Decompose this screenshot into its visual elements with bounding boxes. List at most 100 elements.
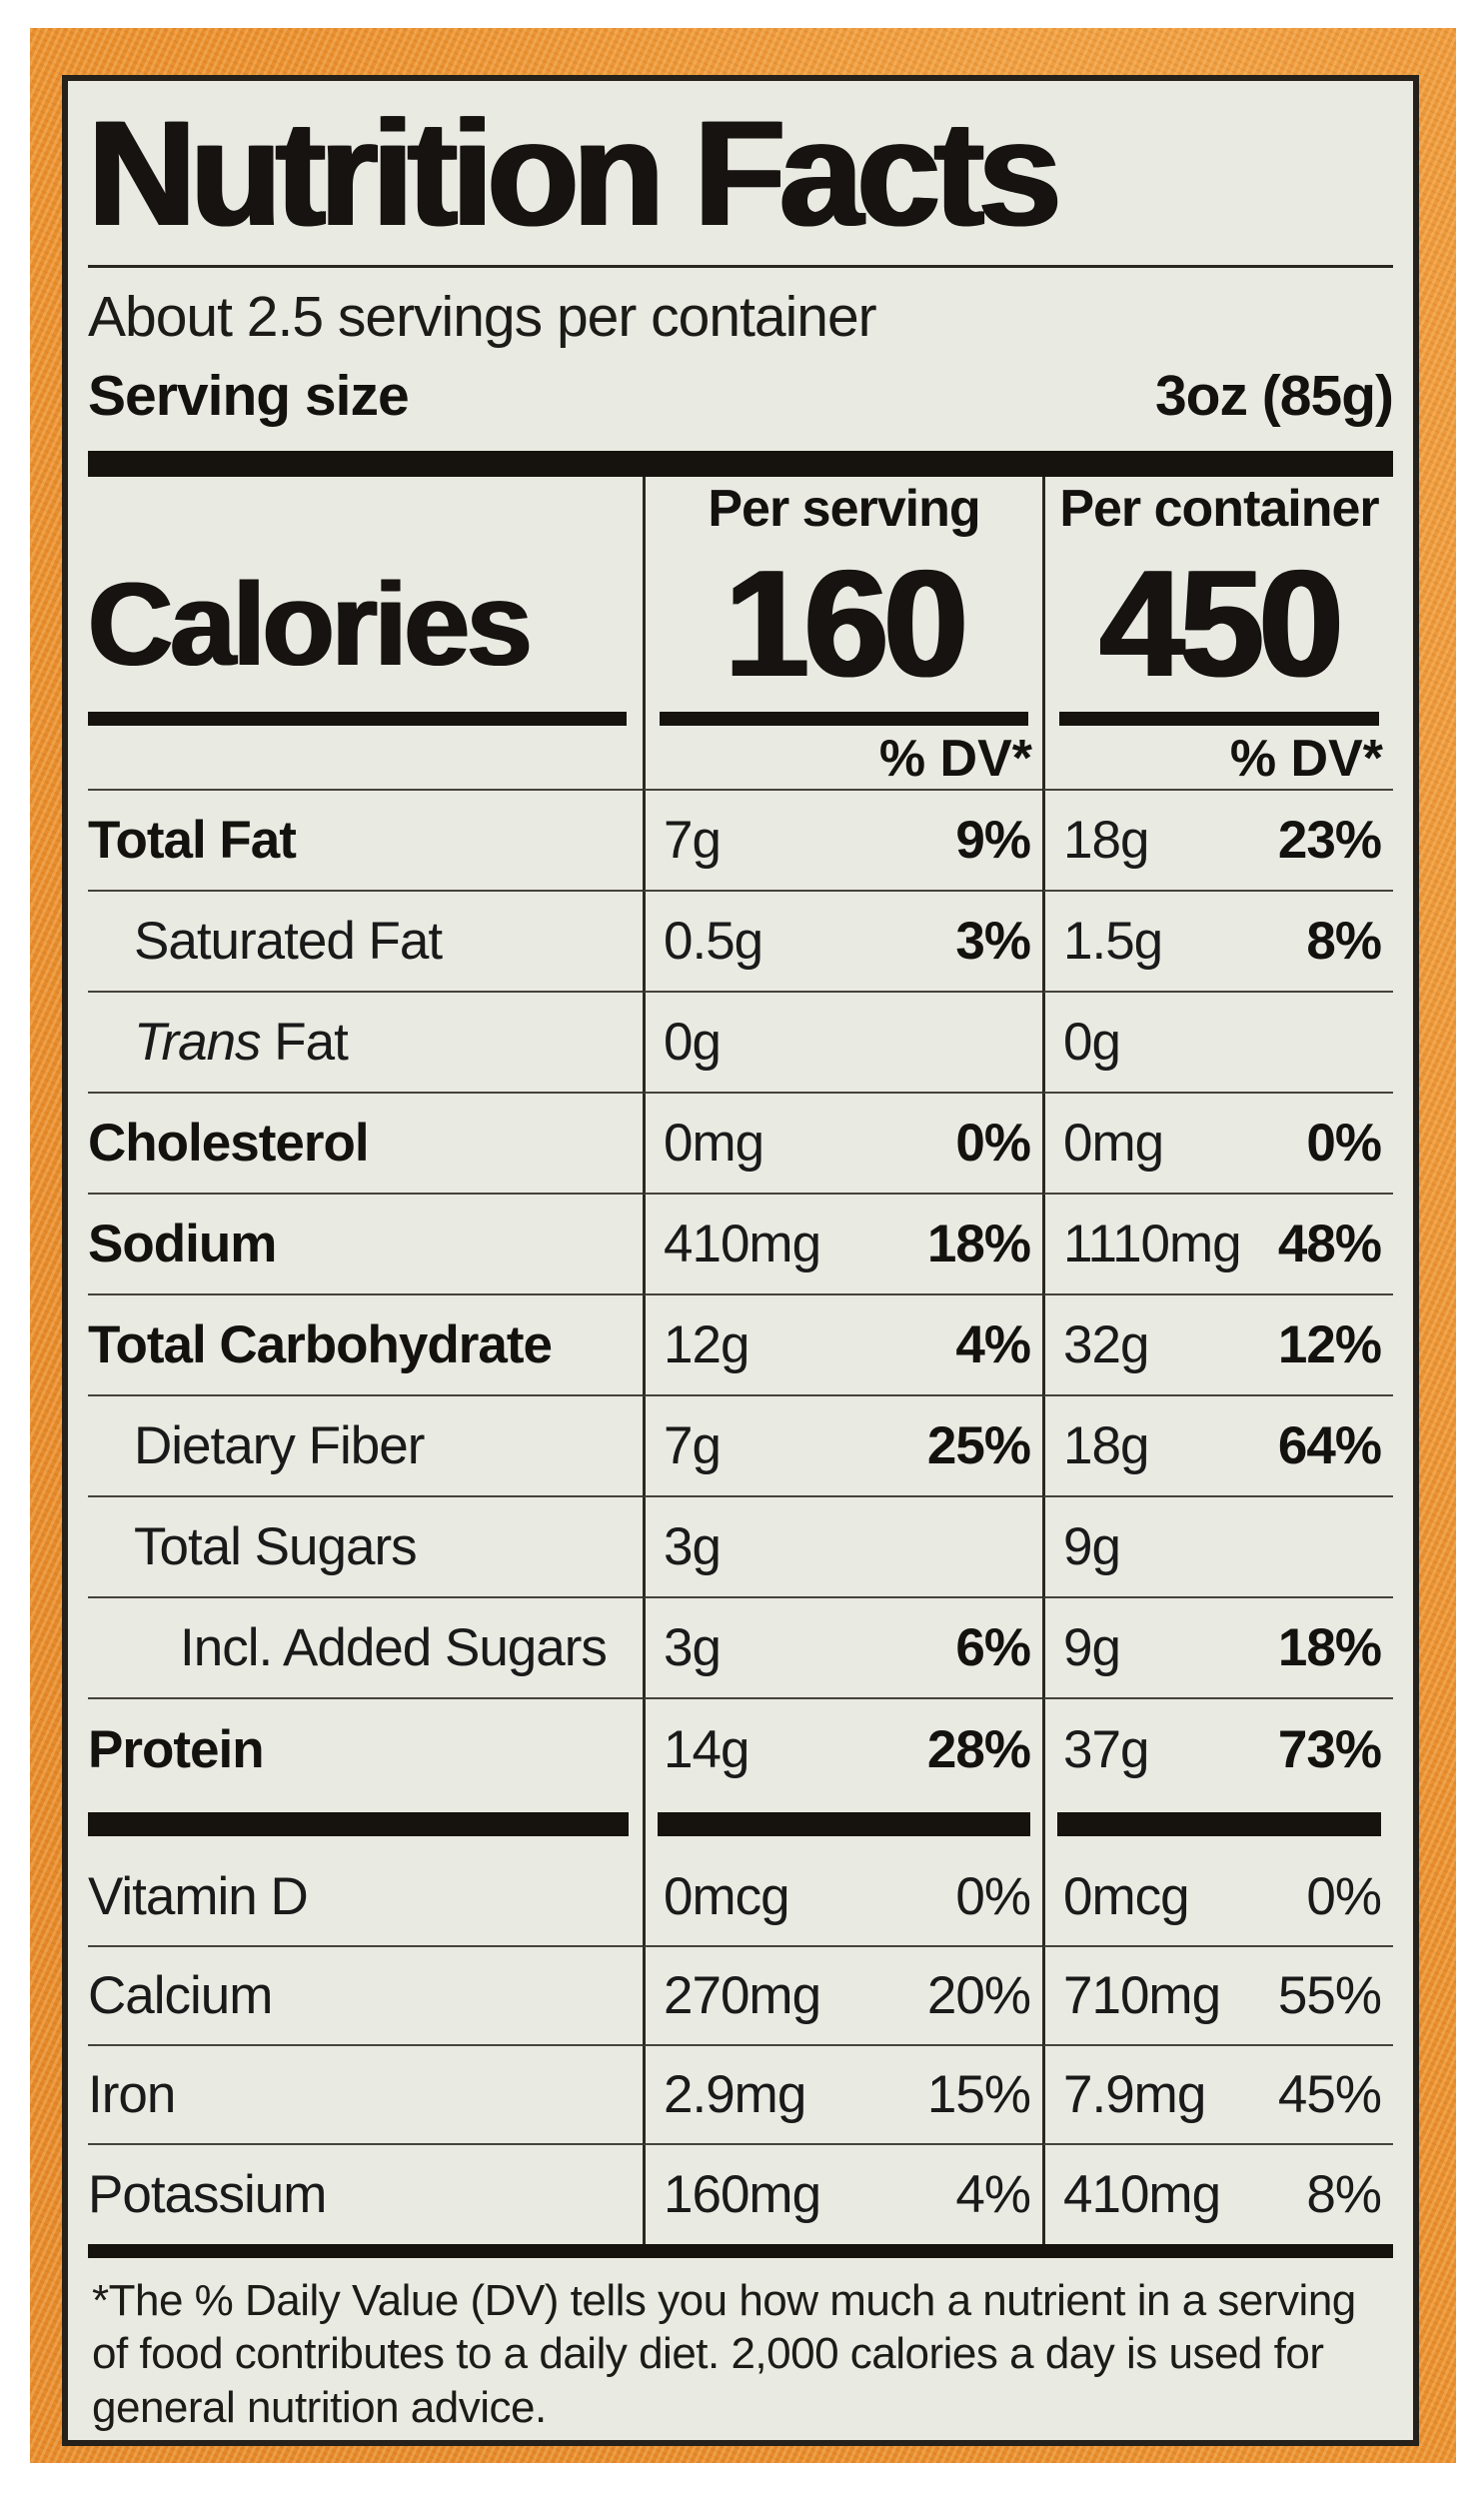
nutrient-name: Incl. Added Sugars	[88, 1598, 643, 1699]
daily-value: 18%	[1277, 1617, 1382, 1677]
trans-italic: Trans	[134, 1012, 262, 1072]
serving-values: 7g 9%	[643, 790, 1042, 892]
serving-size-label: Serving size	[88, 364, 410, 429]
daily-value: 6%	[955, 1617, 1031, 1677]
daily-value: 48%	[1277, 1214, 1382, 1273]
amount: 0mcg	[664, 1866, 790, 1926]
section-divider-bar	[88, 450, 1393, 477]
nutrient-name: Cholesterol	[88, 1094, 643, 1195]
container-values: 410mg 8%	[1042, 2144, 1393, 2244]
amount: 12g	[664, 1314, 749, 1374]
daily-value: 0%	[1306, 1866, 1382, 1926]
amount: 270mg	[664, 1965, 821, 2025]
row-calcium: Calcium 270mg 20% 710mg 55%	[88, 1946, 1393, 2046]
daily-value: 8%	[1306, 911, 1382, 971]
amount: 410mg	[1063, 2164, 1221, 2224]
calories-rule-cell	[1042, 708, 1393, 729]
daily-value: 0%	[955, 1866, 1031, 1926]
spacer-cell	[88, 477, 643, 541]
calories-rule	[88, 711, 627, 726]
daily-value: 9%	[955, 810, 1031, 870]
column-headers-row: Per serving Per container	[88, 476, 1393, 541]
dv-header-row: % DV* % DV*	[88, 728, 1393, 791]
daily-value: 20%	[926, 1965, 1031, 2025]
amount: 7g	[664, 1415, 722, 1475]
amount: 2.9mg	[664, 2064, 806, 2124]
trans-rest: Fat	[274, 1012, 349, 1072]
serving-values: 0mcg 0%	[643, 1847, 1042, 1947]
divider-bar-cell	[1042, 1799, 1393, 1848]
row-cholesterol: Cholesterol 0mg 0% 0mg 0%	[88, 1093, 1393, 1195]
nutrient-name: Trans Fat	[88, 993, 643, 1094]
row-potassium: Potassium 160mg 4% 410mg 8%	[88, 2144, 1393, 2244]
row-total-sugars: Total Sugars 3g 9g	[88, 1496, 1393, 1598]
amount: 710mg	[1063, 1965, 1221, 2025]
container-values: 1.5g 8%	[1042, 891, 1393, 993]
row-vitamin-d: Vitamin D 0mcg 0% 0mcg 0%	[88, 1847, 1393, 1947]
amount: 18g	[1063, 1415, 1149, 1475]
amount: 1110mg	[1063, 1214, 1242, 1273]
amount: 1.5g	[1063, 911, 1163, 971]
serving-size-value: 3oz (85g)	[1154, 364, 1394, 429]
title-divider	[88, 265, 1393, 268]
daily-value: 15%	[926, 2064, 1031, 2124]
daily-value: 23%	[1277, 810, 1382, 870]
nutrient-name: Vitamin D	[88, 1848, 643, 1947]
amount: 7g	[664, 810, 722, 870]
container-values: 7.9mg 45%	[1042, 2045, 1393, 2145]
calories-label: Calories	[88, 558, 533, 691]
daily-value: 4%	[955, 2164, 1031, 2224]
amount: 3g	[664, 1516, 722, 1576]
divider-bar-cell	[643, 1799, 1042, 1848]
row-trans-fat: Trans Fat 0g 0g	[88, 992, 1393, 1094]
container-values: 18g 64%	[1042, 1395, 1393, 1497]
divider-bar	[658, 1811, 1030, 1836]
serving-values: 410mg 18%	[643, 1194, 1042, 1295]
amount: 160mg	[664, 2164, 821, 2224]
spacer-cell	[88, 729, 643, 791]
daily-value: 8%	[1306, 2164, 1382, 2224]
daily-value: 64%	[1277, 1415, 1382, 1475]
dv-footnote: *The % Daily Value (DV) tells you how mu…	[92, 2275, 1356, 2432]
calories-underline-row	[88, 708, 1393, 729]
daily-value: 12%	[1277, 1314, 1382, 1374]
container-values: 710mg 55%	[1042, 1946, 1393, 2046]
amount: 0.5g	[664, 911, 763, 971]
label-title: Nutrition Facts	[88, 89, 1061, 257]
amount: 37g	[1063, 1719, 1149, 1779]
amount: 7.9mg	[1063, 2064, 1206, 2124]
daily-value: 4%	[955, 1314, 1031, 1374]
row-total-fat: Total Fat 7g 9% 18g 23%	[88, 790, 1393, 892]
serving-values: 270mg 20%	[643, 1946, 1042, 2046]
amount: 3g	[664, 1617, 722, 1677]
daily-value: 25%	[926, 1415, 1031, 1475]
nutrient-name: Protein	[88, 1719, 265, 1779]
row-protein: Protein 14g 28% 37g 73%	[88, 1698, 1393, 1800]
dv-header-container: % DV*	[1042, 728, 1393, 791]
divider-bar	[88, 1811, 629, 1836]
daily-value: 18%	[926, 1214, 1031, 1273]
amount: 32g	[1063, 1314, 1149, 1374]
servings-per-container: About 2.5 servings per container	[88, 285, 877, 349]
nutrient-name: Saturated Fat	[88, 892, 643, 993]
amount: 0mg	[1063, 1113, 1164, 1173]
serving-values: 2.9mg 15%	[643, 2045, 1042, 2145]
serving-values: 0.5g 3%	[643, 891, 1042, 993]
per-container-header: Per container	[1042, 476, 1393, 541]
daily-value: 73%	[1277, 1719, 1382, 1779]
amount: 14g	[664, 1719, 749, 1779]
daily-value: 45%	[1277, 2064, 1382, 2124]
nutrient-name: Sodium	[88, 1195, 643, 1295]
container-values: 0g	[1042, 992, 1393, 1094]
divider-bar-cell	[88, 1800, 643, 1848]
serving-values: 0mg 0%	[643, 1093, 1042, 1195]
calories-rule-cell	[643, 708, 1042, 729]
container-values: 37g 73%	[1042, 1698, 1393, 1800]
divider-bar	[1057, 1811, 1381, 1836]
container-values: 1110mg 48%	[1042, 1194, 1393, 1295]
row-total-carbohydrate: Total Carbohydrate 12g 4% 32g 12%	[88, 1294, 1393, 1396]
serving-values: 3g	[643, 1496, 1042, 1598]
serving-size-row: Serving size 3oz (85g)	[88, 361, 1394, 432]
row-added-sugars: Incl. Added Sugars 3g 6% 9g 18%	[88, 1597, 1393, 1699]
calories-rule	[660, 711, 1028, 726]
